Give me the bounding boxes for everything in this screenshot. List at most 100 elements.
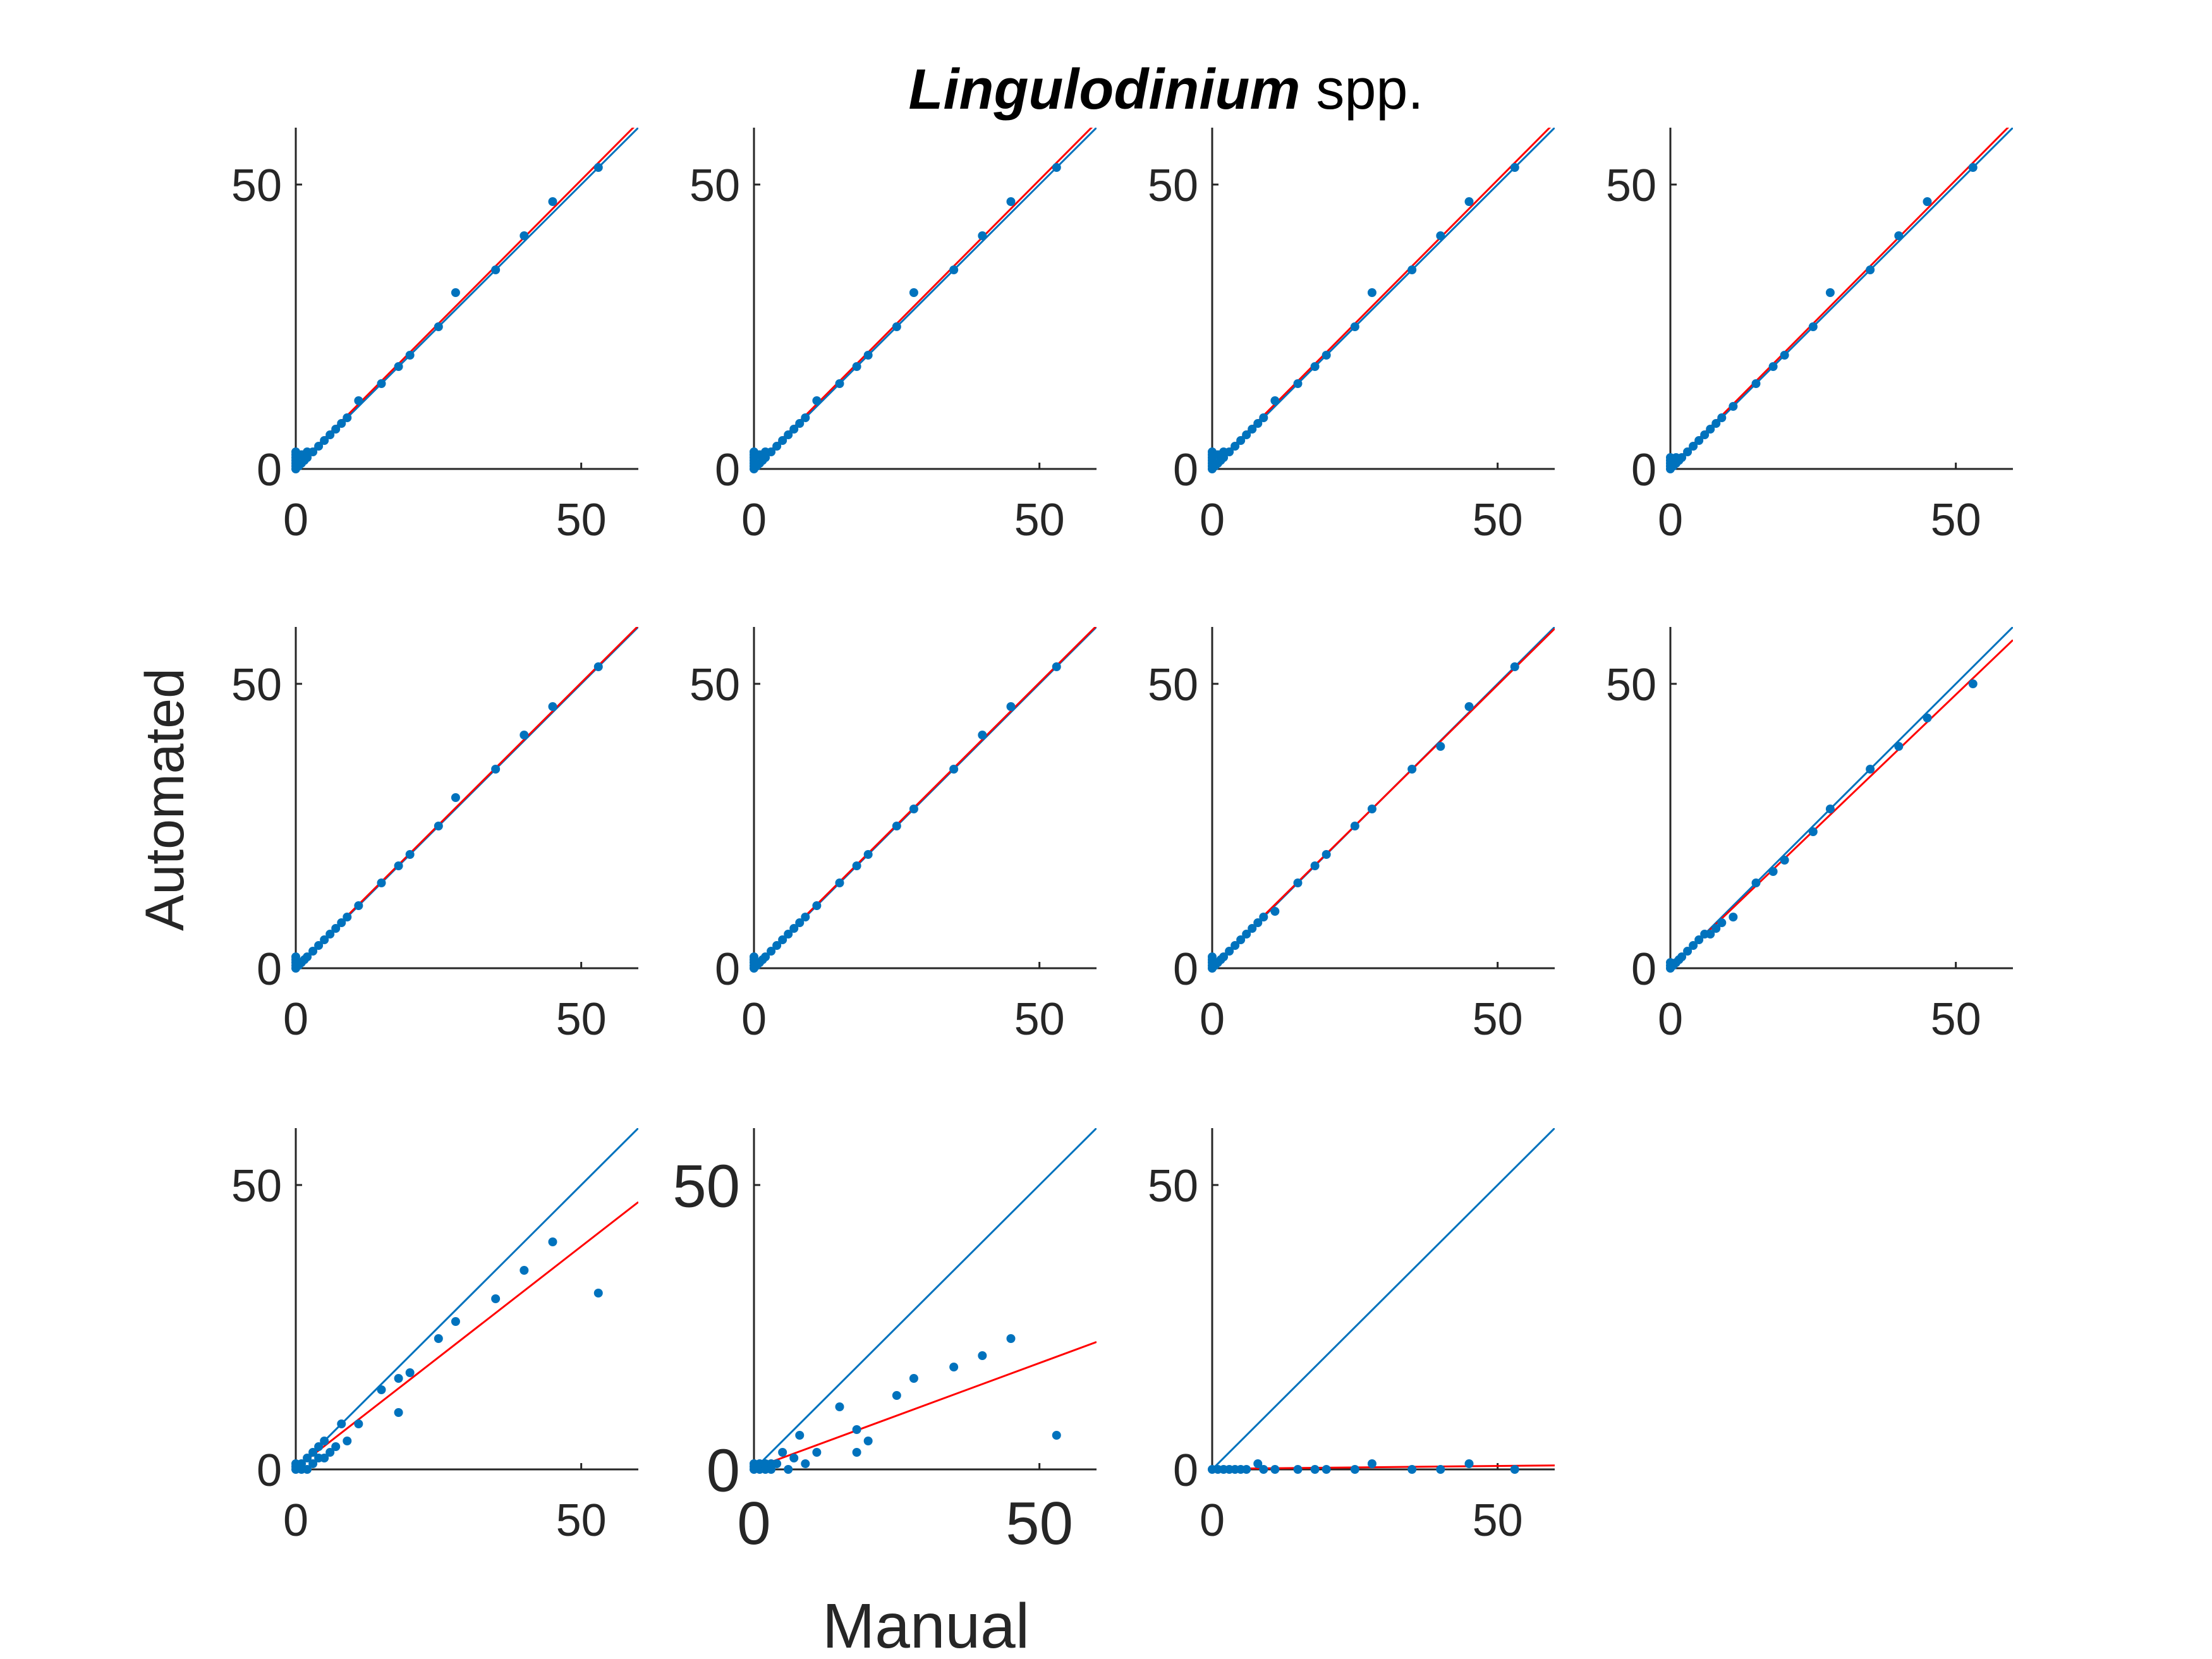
data-point (1436, 231, 1445, 240)
reference-lines (296, 128, 638, 469)
data-point (835, 878, 844, 887)
x-tick-label: 50 (1014, 495, 1065, 545)
data-point (1768, 867, 1778, 876)
panel-7: 0 50 0 50 (1148, 627, 1555, 1045)
data-point (291, 952, 300, 961)
data-points (1208, 163, 1519, 473)
data-point (1242, 930, 1251, 939)
data-point (331, 1442, 341, 1451)
data-point (1717, 918, 1727, 927)
data-point (1350, 322, 1359, 331)
data-point (1689, 442, 1698, 451)
reference-lines (296, 1128, 638, 1469)
data-point (405, 850, 415, 859)
data-point (1270, 1465, 1280, 1474)
data-point (1350, 822, 1359, 830)
identity-line (1670, 128, 2013, 469)
fit-line (296, 1201, 638, 1469)
data-point (1253, 1459, 1263, 1468)
data-points (291, 1237, 603, 1474)
data-point (434, 322, 443, 331)
data-point (772, 941, 782, 950)
data-point (795, 1431, 805, 1440)
data-point (377, 379, 386, 388)
data-point (1866, 765, 1875, 774)
data-point (451, 288, 460, 297)
data-point (1683, 447, 1692, 456)
data-point (320, 436, 329, 445)
data-point (1706, 425, 1715, 434)
data-point (434, 822, 443, 830)
data-point (778, 1448, 787, 1457)
identity-line (1670, 627, 2013, 968)
data-points (1208, 1459, 1519, 1474)
data-points (291, 662, 603, 973)
y-tick-label: 50 (690, 660, 740, 710)
fit-line (1212, 128, 1552, 468)
data-point (1270, 907, 1280, 916)
fit-line (1670, 128, 2010, 468)
data-point (1367, 1459, 1376, 1468)
data-point (1894, 231, 1904, 240)
identity-line (296, 1128, 638, 1469)
panel-2: 0 50 0 50 (690, 128, 1097, 545)
data-point (835, 1402, 844, 1411)
data-point (394, 1374, 403, 1383)
data-point (1694, 935, 1704, 944)
data-point (1700, 430, 1710, 439)
data-point (314, 941, 324, 950)
data-point (331, 425, 341, 434)
y-tick-label: 0 (715, 944, 740, 995)
data-point (1259, 913, 1268, 921)
y-tick-label: 0 (257, 1445, 282, 1496)
data-point (892, 822, 901, 830)
y-axis-label: Automated (135, 668, 195, 931)
panel-3: 0 50 0 50 (1148, 128, 1555, 545)
data-point (1923, 714, 1932, 722)
y-tick-label: 0 (257, 445, 282, 495)
fit-line (754, 1340, 1097, 1469)
data-point (548, 197, 557, 206)
data-point (1464, 1459, 1474, 1468)
data-point (1683, 947, 1692, 956)
data-point (909, 288, 918, 297)
y-tick-label: 0 (1173, 944, 1198, 995)
data-point (394, 362, 403, 371)
data-points (1208, 662, 1519, 973)
data-point (325, 930, 335, 939)
data-point (405, 1368, 415, 1377)
y-tick-label: 0 (257, 944, 282, 995)
data-points (291, 163, 603, 473)
data-point (1367, 805, 1376, 813)
y-tick-label: 50 (1606, 161, 1656, 211)
data-point (303, 1454, 312, 1462)
data-point (1968, 679, 1978, 688)
data-point (1694, 436, 1704, 445)
data-point (337, 419, 346, 428)
panel-11: 0 50 0 50 (1148, 1128, 1555, 1546)
data-point (1751, 878, 1761, 887)
data-point (1677, 952, 1687, 961)
data-point (1711, 924, 1721, 933)
data-point (548, 702, 557, 711)
identity-line (296, 128, 638, 469)
y-tick-label: 50 (231, 660, 282, 710)
data-points (1666, 163, 1978, 473)
figure-title: Lingulodinium spp. (909, 58, 1424, 121)
data-point (297, 1459, 307, 1468)
data-point (1968, 163, 1978, 172)
data-point (394, 1408, 403, 1417)
data-point (1436, 742, 1445, 751)
data-point (354, 901, 363, 910)
reference-lines (1212, 128, 1555, 469)
fit-line (754, 128, 1093, 468)
data-point (784, 930, 793, 939)
data-point (377, 1385, 386, 1394)
data-point (812, 396, 822, 405)
data-point (1510, 1465, 1519, 1474)
data-point (1808, 827, 1818, 836)
reference-lines (754, 128, 1097, 469)
data-point (1248, 425, 1257, 434)
data-point (308, 947, 318, 956)
